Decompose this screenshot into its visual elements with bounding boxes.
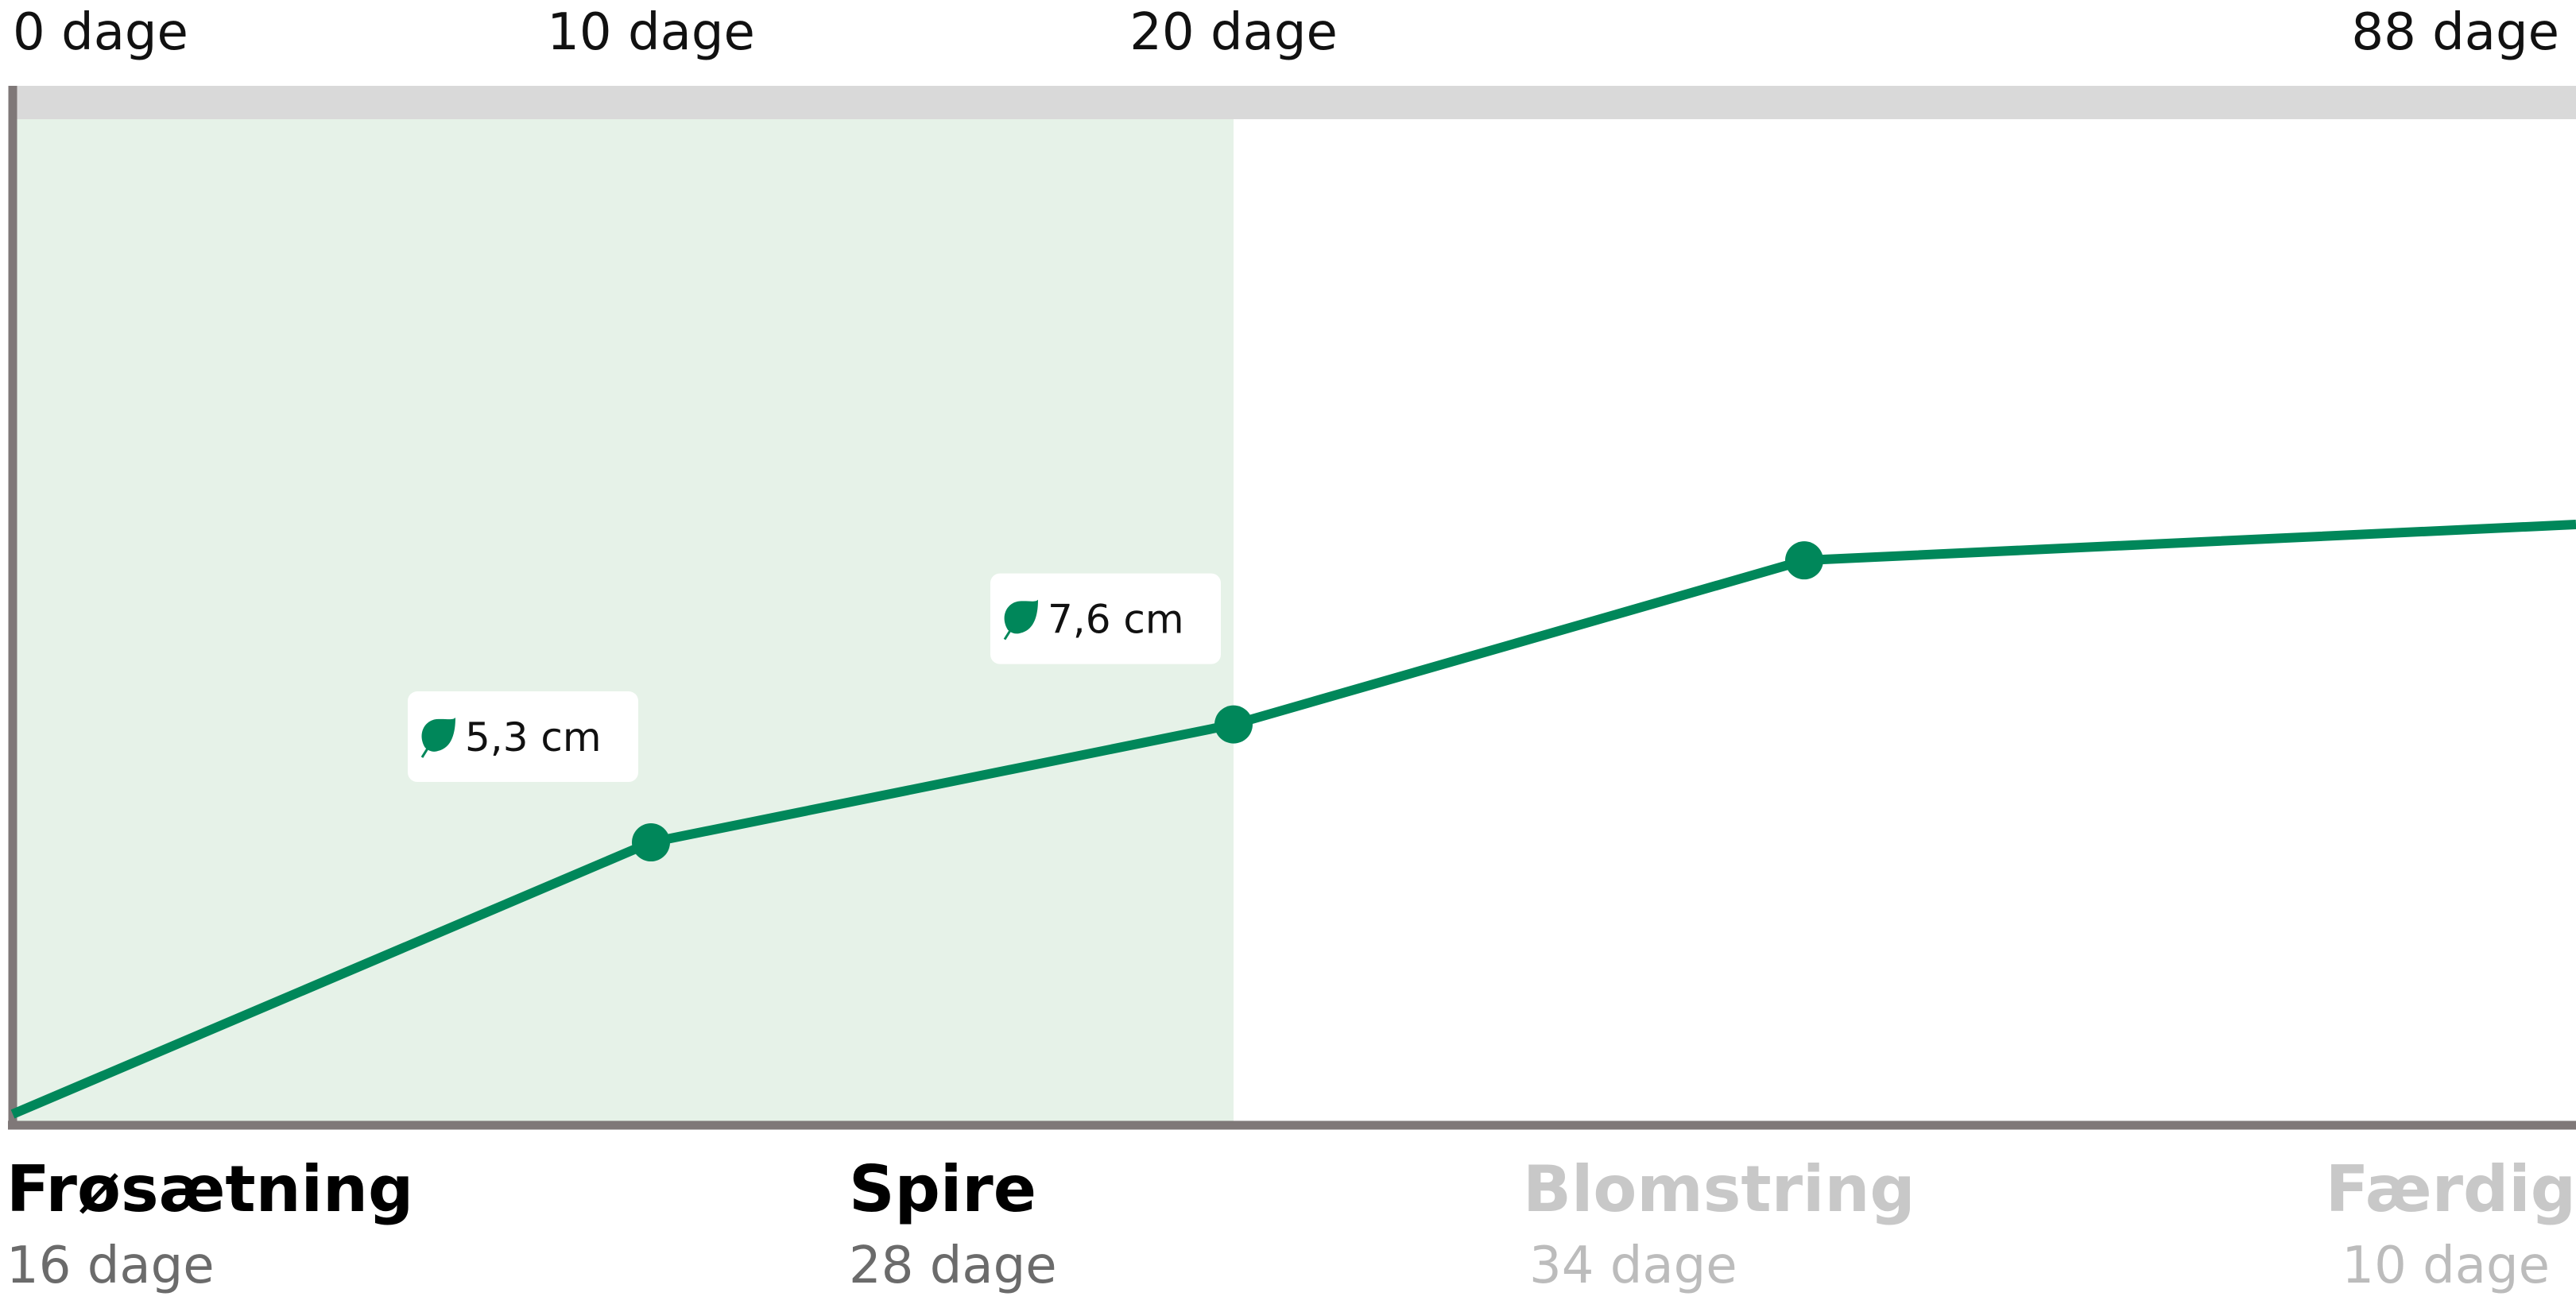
data-point (1785, 541, 1823, 580)
timeline-top-bar (11, 86, 2576, 119)
x-tick-label: 20 dage (1129, 3, 1338, 62)
leaf-shape (1004, 599, 1038, 634)
phase-name: Blomstring (1523, 1152, 1916, 1226)
data-point (1214, 705, 1253, 744)
value-callout: 7,6 cm (990, 573, 1221, 664)
phase-days: 34 dage (1529, 1236, 1737, 1295)
callout-box (408, 691, 638, 783)
leaf-stem (1003, 625, 1014, 640)
phase-days: 28 dage (849, 1236, 1057, 1295)
data-point (632, 823, 670, 862)
callout-label: 5,3 cm (465, 714, 602, 760)
callout-box (990, 573, 1221, 664)
phase-name: Færdig (2326, 1152, 2576, 1226)
x-tick-label: 0 dage (13, 3, 188, 62)
leaf-icon (420, 718, 455, 758)
leaf-icon (1003, 599, 1038, 640)
phase-name: Spire (849, 1152, 1036, 1226)
x-tick-label: 88 dage (2351, 3, 2559, 62)
value-callout: 5,3 cm (408, 691, 638, 783)
phase-days: 10 dage (2342, 1236, 2550, 1295)
x-tick-label: 10 dage (547, 3, 755, 62)
phase-days: 16 dage (6, 1236, 215, 1295)
callout-label: 7,6 cm (1048, 597, 1184, 643)
phase-name: Frøsætning (6, 1152, 413, 1226)
leaf-stem (420, 744, 432, 758)
leaf-shape (421, 718, 455, 752)
